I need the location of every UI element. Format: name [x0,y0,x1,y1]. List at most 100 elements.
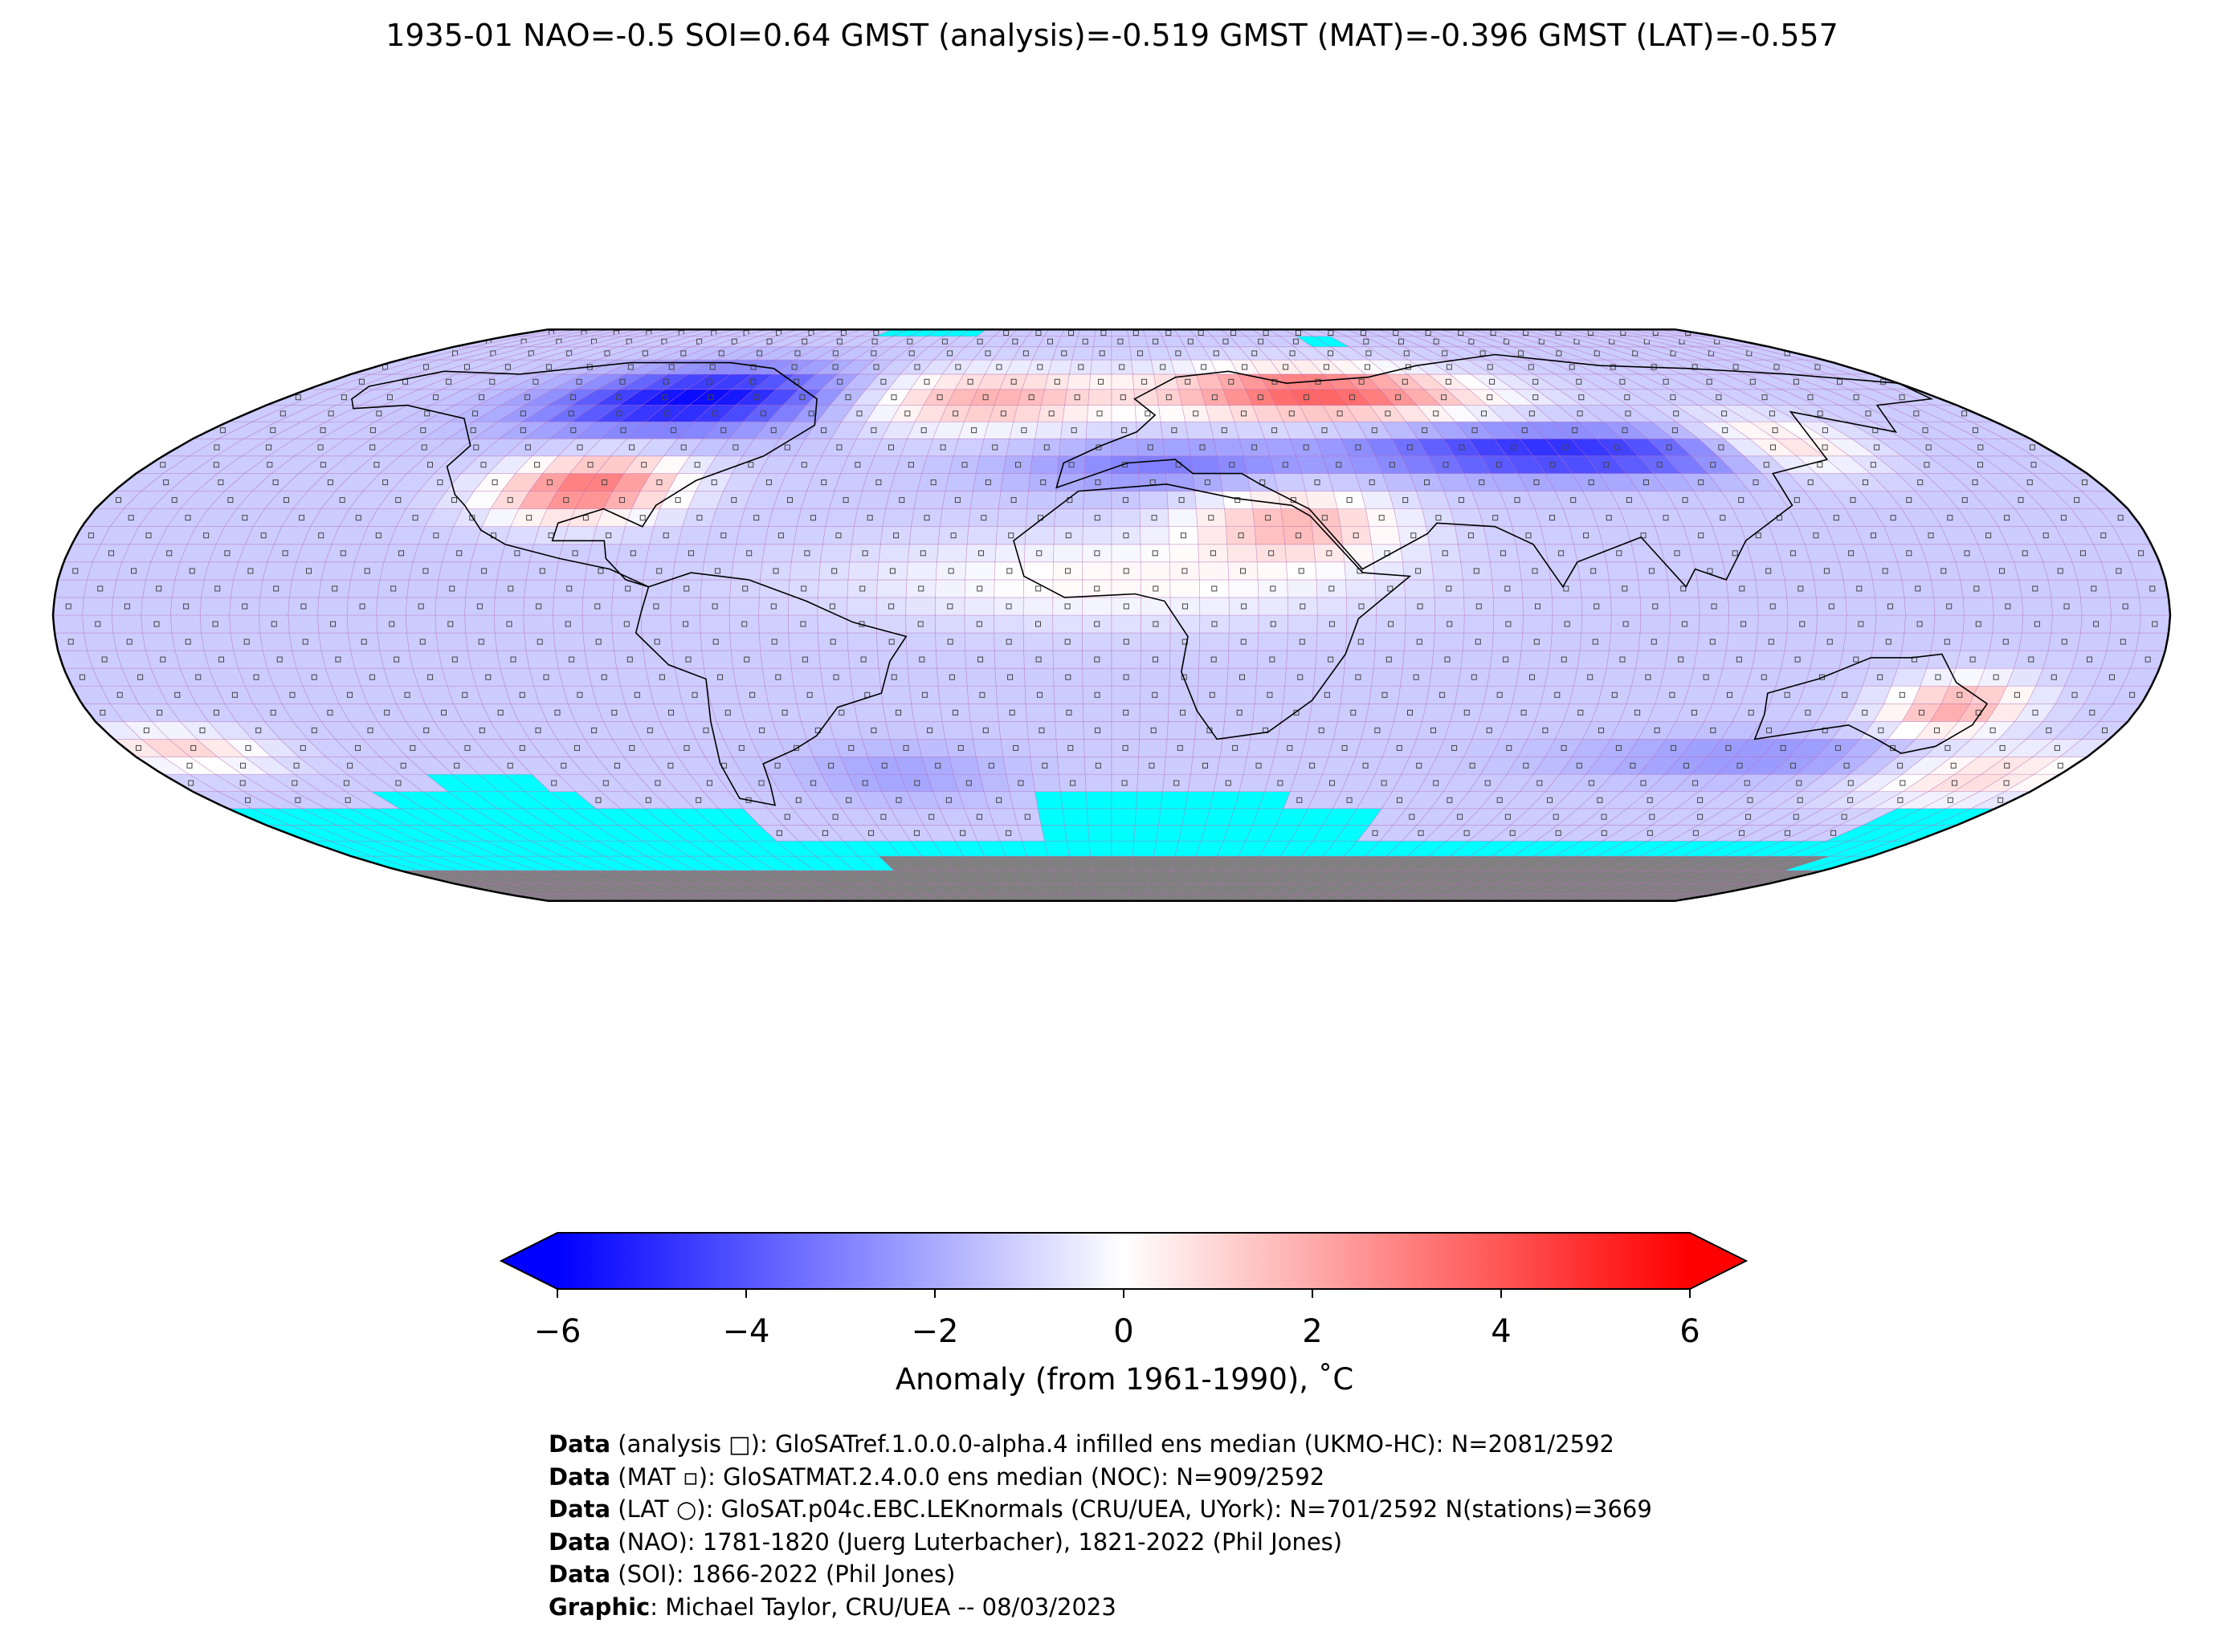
analysis-marker [240,762,246,769]
analysis-marker [822,830,828,836]
analysis-marker [535,727,541,733]
analysis-marker [1293,709,1300,716]
analysis-marker [848,744,855,751]
analysis-marker [595,797,602,803]
analysis-marker [1504,814,1511,820]
analysis-marker [1900,780,1906,786]
analysis-marker [1697,814,1704,820]
analysis-marker [1381,780,1387,786]
analysis-marker [839,709,845,716]
analysis-marker [2054,744,2060,751]
analysis-marker [1039,727,1045,733]
colorbar-min-extend [501,1233,557,1289]
colorbar-gradient [557,1233,1690,1289]
analysis-marker [2057,762,2063,769]
analysis-marker [1255,762,1262,769]
analysis-marker [1989,727,1996,733]
analysis-marker [1024,814,1030,820]
analysis-marker [245,744,251,751]
analysis-marker [881,762,888,769]
analysis-marker [647,727,653,733]
analysis-marker [645,797,651,803]
analysis-marker [188,780,194,786]
analysis-marker [1150,727,1157,733]
analysis-marker [914,780,920,786]
analysis-marker [384,709,390,716]
analysis-marker [1018,780,1024,786]
analysis-marker [143,727,149,733]
analysis-marker [655,780,661,786]
colorbar-tick-label: 0 [1113,1313,1133,1350]
analysis-marker [591,727,598,733]
analysis-marker [703,727,709,733]
colorbar-max-extend [1690,1233,1746,1289]
analysis-marker [1232,744,1239,751]
analysis-marker [157,709,163,716]
credit-line: Data (NAO): 1781-1820 (Juerg Luterbacher… [549,1528,1343,1556]
analysis-marker [1944,744,1951,751]
analysis-marker [810,780,817,786]
analysis-marker [395,780,402,786]
analysis-marker [724,709,731,716]
analysis-marker [667,762,674,769]
analysis-marker [996,797,1002,803]
analysis-marker [367,727,373,733]
analysis-marker [1598,727,1604,733]
analysis-marker [629,744,635,751]
analysis-marker [2102,727,2108,733]
analysis-marker [1418,830,1424,836]
analysis-marker [1463,709,1470,716]
analysis-marker [311,727,317,733]
analysis-marker [668,709,674,716]
analysis-marker [1070,780,1076,786]
analysis-marker [1561,744,1567,751]
analysis-marker [355,744,361,751]
analysis-marker [1952,780,1957,786]
analysis-marker [1671,744,1677,751]
analysis-marker [1123,709,1129,716]
analysis-marker [1630,762,1636,769]
analysis-marker [190,744,197,751]
analysis-marker [1841,814,1847,820]
colorbar-tick-label: −2 [912,1313,959,1350]
analysis-marker [1536,780,1543,786]
analysis-marker [1042,762,1048,769]
analysis-marker [479,727,485,733]
analysis-marker [1416,762,1422,769]
analysis-marker [1555,830,1561,836]
analysis-marker [1697,797,1704,803]
analysis-marker [519,744,525,751]
analysis-marker [871,727,877,733]
credit-line: Graphic: Michael Taylor, CRU/UEA -- 08/0… [549,1593,1116,1621]
analysis-marker [945,797,952,803]
analysis-marker [1897,762,1904,769]
analysis-marker [1785,830,1790,836]
analysis-marker [343,780,349,786]
analysis-marker [1520,709,1527,716]
analysis-marker [255,727,262,733]
analysis-marker [295,797,301,803]
analysis-marker [1509,830,1516,836]
analysis-marker [1409,814,1415,820]
analysis-marker [1122,744,1128,751]
analysis-marker [977,814,982,820]
colorbar-tick-label: 2 [1302,1313,1322,1350]
analysis-marker [497,709,504,716]
analysis-marker [988,762,994,769]
map-title: 1935-01 NAO=-0.5 SOI=0.64 GMST (analysis… [386,18,1838,53]
analysis-marker [1588,780,1594,786]
analysis-marker [832,814,839,820]
colorbar-label: Anomaly (from 1961-1990), ˚C [896,1362,1353,1397]
analysis-marker [1647,830,1653,836]
analysis-marker [1121,780,1128,786]
analysis-marker [292,780,298,786]
analysis-marker [1577,709,1584,716]
analysis-marker [1725,744,1732,751]
analysis-marker [1463,830,1470,836]
analysis-marker [684,744,690,751]
analysis-marker [1797,797,1803,803]
analysis-marker [1350,709,1357,716]
analysis-marker [1553,814,1559,820]
analysis-marker [1396,744,1402,751]
analysis-marker [1890,744,1896,751]
